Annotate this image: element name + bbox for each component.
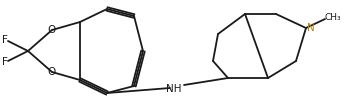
Text: F: F xyxy=(2,57,8,67)
Text: CH₃: CH₃ xyxy=(325,13,341,23)
Text: N: N xyxy=(307,23,315,33)
Text: O: O xyxy=(47,67,55,77)
Text: F: F xyxy=(2,35,8,45)
Text: O: O xyxy=(47,25,55,35)
Text: NH: NH xyxy=(166,84,182,94)
